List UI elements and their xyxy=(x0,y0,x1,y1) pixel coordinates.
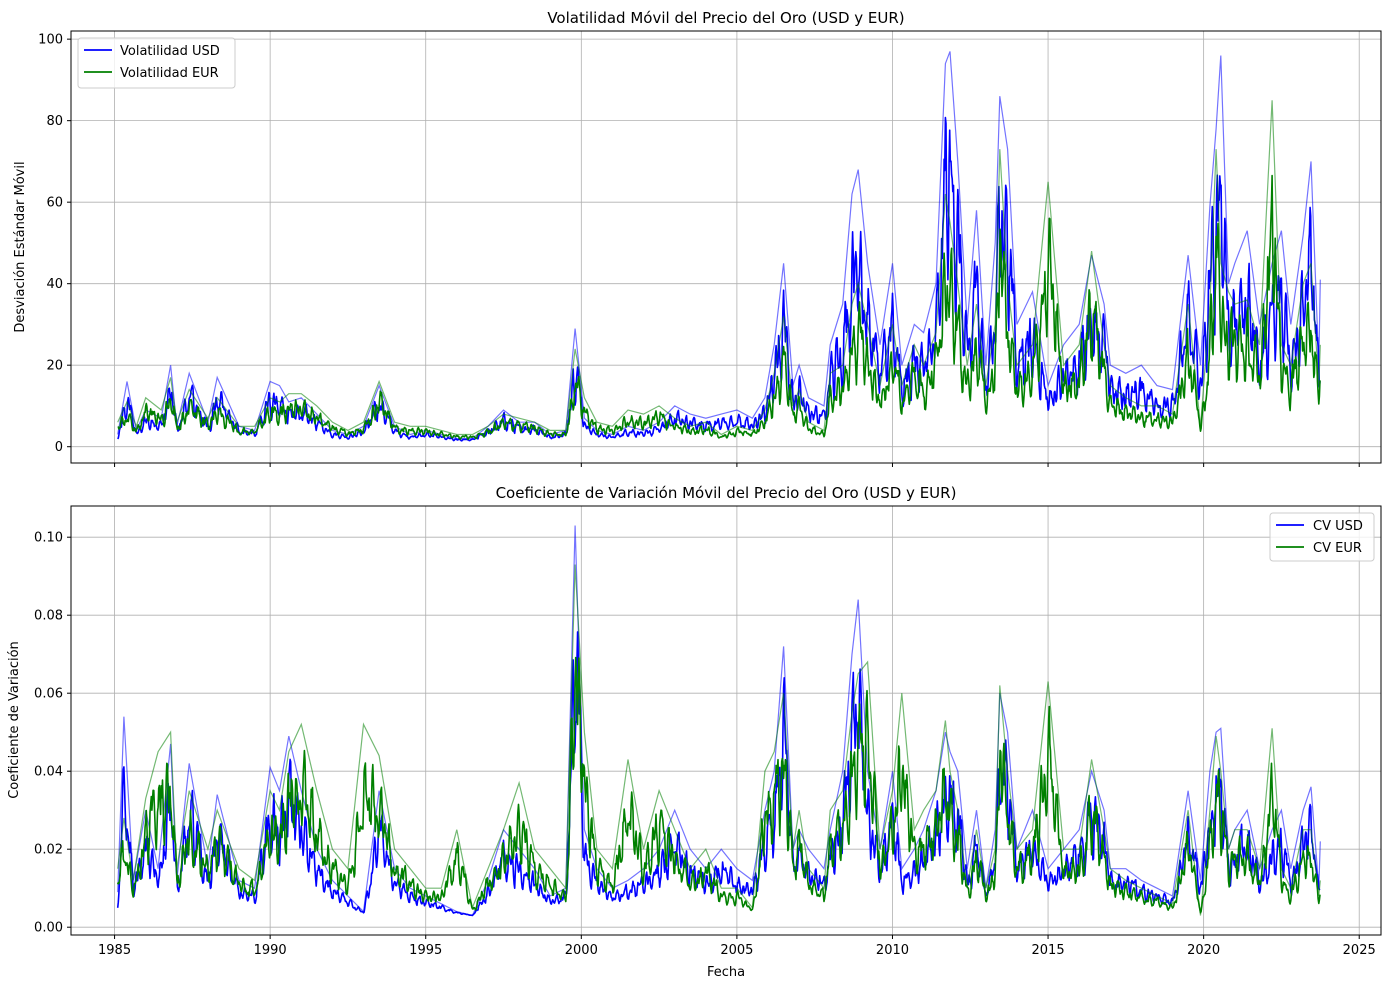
y-tick-label: 0.04 xyxy=(34,765,63,780)
chart-title: Volatilidad Móvil del Precio del Oro (US… xyxy=(547,9,904,27)
x-tick-label: 1990 xyxy=(254,943,287,958)
legend-label-usd: CV USD xyxy=(1313,519,1363,534)
x-axis-ticks xyxy=(114,463,1360,467)
x-tick-label: 2020 xyxy=(1187,943,1220,958)
y-tick-label: 60 xyxy=(46,196,63,211)
chart-title: Coeficiente de Variación Móvil del Preci… xyxy=(496,484,957,502)
x-tick-label: 2005 xyxy=(720,943,753,958)
y-tick-label: 40 xyxy=(46,277,63,292)
grid xyxy=(71,31,1381,463)
y-tick-label: 0.00 xyxy=(34,921,63,936)
y-tick-label: 80 xyxy=(46,114,63,129)
y-tick-label: 0.02 xyxy=(34,843,63,858)
y-axis-ticks: 0.00 0.02 0.04 0.06 0.08 0.10 xyxy=(34,531,71,936)
y-tick-label: 0.08 xyxy=(34,609,63,624)
x-tick-label: 2000 xyxy=(565,943,598,958)
y-tick-label: 0 xyxy=(55,440,63,455)
series-envelope-eur xyxy=(117,564,1321,916)
plot-area xyxy=(71,31,1381,463)
y-tick-label: 20 xyxy=(46,359,63,374)
cv-panel: 0.00 0.02 0.04 0.06 0.08 0.10 1985 1990 1995 200… xyxy=(7,484,1382,980)
x-tick-label: 1995 xyxy=(409,943,442,958)
y-axis-label: Desviación Estándar Móvil xyxy=(13,161,28,332)
legend-label-eur: Volatilidad EUR xyxy=(120,66,219,81)
series-lines xyxy=(117,51,1321,442)
y-tick-label: 0.06 xyxy=(34,687,63,702)
legend-label-usd: Volatilidad USD xyxy=(120,44,220,59)
x-tick-label: 2010 xyxy=(876,943,909,958)
series-line-eur xyxy=(116,656,1321,914)
series-line-usd xyxy=(117,116,1321,442)
legend-label-eur: CV EUR xyxy=(1313,541,1362,556)
x-axis-label: Fecha xyxy=(707,965,745,980)
series-line-eur xyxy=(117,174,1321,441)
y-tick-label: 0.10 xyxy=(34,531,63,546)
y-axis-ticks: 0 20 40 60 80 100 xyxy=(38,33,71,455)
legend: CV USD CV EUR xyxy=(1269,512,1375,562)
x-tick-label: 2025 xyxy=(1343,943,1376,958)
series-envelope-eur xyxy=(117,100,1321,436)
plot-area xyxy=(71,506,1381,935)
x-axis-ticks: 1985 1990 1995 2000 2005 2010 2015 2020 2025 xyxy=(98,935,1376,958)
x-tick-label: 2015 xyxy=(1032,943,1065,958)
volatility-panel: 0 20 40 60 80 100 Volatilidad Móvil del Preci… xyxy=(13,9,1382,467)
plot-frame xyxy=(70,30,1382,464)
series-envelope-usd xyxy=(117,51,1321,440)
series-lines xyxy=(116,525,1321,917)
x-tick-label: 1985 xyxy=(98,943,131,958)
legend: Volatilidad USD Volatilidad EUR xyxy=(77,37,236,89)
legend-box xyxy=(77,37,236,89)
y-axis-label: Coeficiente de Variación xyxy=(7,641,22,799)
y-tick-label: 100 xyxy=(38,33,63,48)
plot-frame xyxy=(70,505,1382,936)
